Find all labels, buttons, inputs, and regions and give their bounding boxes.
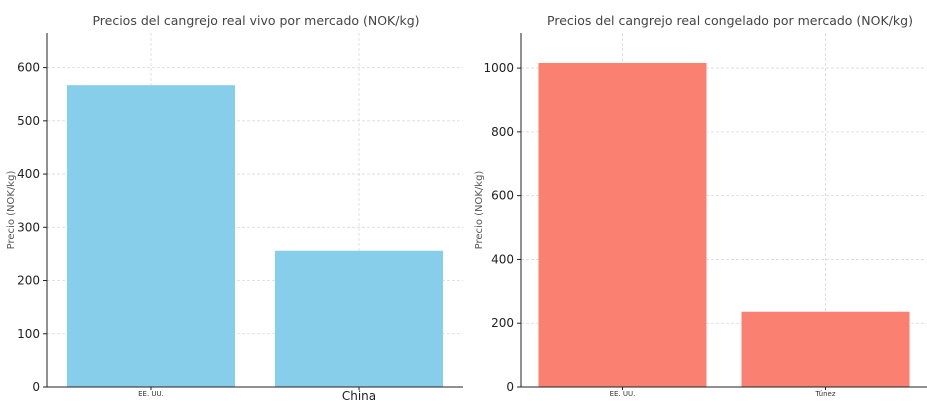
chart-2-bar-2 [741, 311, 910, 387]
chart-2-y-tick-label: 0 [506, 380, 514, 394]
chart-1-y-tick-label: 400 [17, 167, 40, 181]
chart-1-y-tick-label: 300 [17, 220, 40, 234]
chart-2-y-tick-label: 800 [491, 125, 514, 139]
chart-1-y-tick-label: 100 [17, 327, 40, 341]
chart-2-y-axis-label: Precio (NOK/kg) [474, 171, 485, 250]
chart-2-title: Precios del cangrejo real congelado por … [547, 13, 913, 28]
chart-1-y-tick-label: 0 [32, 380, 40, 394]
chart-2-x-tick-label: Túnez [814, 390, 835, 398]
chart-2-y-tick-label: 1000 [483, 61, 514, 75]
chart-1-x-tick-label: EE. UU. [138, 390, 164, 398]
chart-2-x-tick-label: EE. UU. [610, 390, 636, 398]
chart-1-y-tick-label: 500 [17, 114, 40, 128]
chart-1-bar-1 [67, 85, 235, 387]
chart-2-y-tick-label: 200 [491, 316, 514, 330]
chart-1-x-tick-label: China [342, 389, 376, 403]
chart-2-bar-1 [538, 62, 707, 387]
chart-1-y-tick-label: 600 [17, 61, 40, 75]
chart-1-y-tick-label: 200 [17, 274, 40, 288]
chart-2-y-tick-label: 600 [491, 189, 514, 203]
chart-1-bar-2 [275, 250, 443, 387]
chart-1-y-axis-label: Precio (NOK/kg) [6, 171, 17, 250]
chart-2-y-tick-label: 400 [491, 252, 514, 266]
chart-1-title: Precios del cangrejo real vivo por merca… [92, 13, 419, 28]
